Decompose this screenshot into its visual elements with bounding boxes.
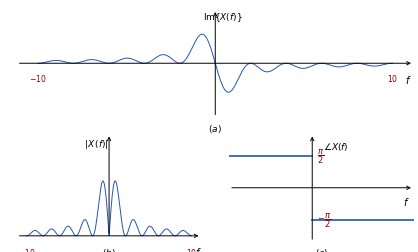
Text: $(b)$: $(b)$	[102, 246, 116, 252]
Text: $(c)$: $(c)$	[315, 246, 328, 252]
Text: $\dfrac{\pi}{2}$: $\dfrac{\pi}{2}$	[317, 147, 324, 166]
Text: $f$: $f$	[195, 245, 202, 252]
Text: $|X\,(f)|$: $|X\,(f)|$	[84, 137, 109, 150]
Text: $f$: $f$	[403, 195, 410, 207]
Text: $-10$: $-10$	[18, 246, 36, 252]
Text: $\angle X(f)$: $\angle X(f)$	[323, 141, 349, 152]
Text: $10$: $10$	[387, 73, 398, 84]
Text: $(a)$: $(a)$	[209, 122, 222, 134]
Text: $-\dfrac{\pi}{2}$: $-\dfrac{\pi}{2}$	[317, 210, 331, 229]
Text: $-10$: $-10$	[29, 73, 47, 84]
Text: $10$: $10$	[186, 246, 197, 252]
Text: Im$\{X(f)\}$: Im$\{X(f)\}$	[204, 12, 243, 24]
Text: $f$: $f$	[405, 74, 411, 86]
